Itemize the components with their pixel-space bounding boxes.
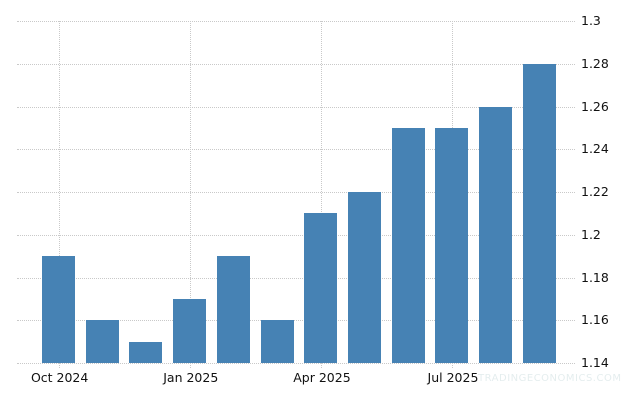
- y-gridline: [17, 320, 575, 322]
- y-gridline: [17, 363, 575, 364]
- y-tick-label: 1.2: [581, 226, 601, 242]
- y-tick-label: 1.22: [581, 184, 609, 200]
- y-gridline: [17, 63, 575, 65]
- quarter-gridline: [58, 21, 60, 368]
- watermark: TRADINGECONOMICS.COM: [478, 373, 622, 384]
- bar: [479, 106, 513, 363]
- y-gridline: [17, 277, 575, 279]
- x-tick-label: Oct 2024: [30, 370, 89, 385]
- bar: [216, 256, 250, 363]
- y-tick-label: 1.24: [581, 141, 609, 157]
- y-tick-label: 1.14: [581, 355, 609, 371]
- bar: [304, 213, 338, 363]
- bar: [173, 298, 207, 363]
- y-gridline: [17, 106, 575, 108]
- bar: [435, 127, 469, 363]
- y-tick-label: 1.16: [581, 312, 609, 328]
- bar: [522, 63, 556, 363]
- quarter-gridline: [189, 21, 191, 368]
- y-tick-label: 1.26: [581, 98, 609, 114]
- y-tick-label: 1.18: [581, 269, 609, 285]
- y-gridline: [17, 234, 575, 236]
- bar: [348, 192, 382, 363]
- y-tick-label: 1.28: [581, 55, 609, 71]
- x-tick-label: Jan 2025: [163, 370, 219, 385]
- y-gridline: [17, 149, 575, 151]
- bar: [42, 256, 75, 363]
- quarter-gridline: [320, 21, 322, 368]
- bar: [129, 341, 163, 363]
- bar: [391, 127, 425, 363]
- x-tick-label: Jul 2025: [427, 370, 479, 385]
- bar: [85, 320, 119, 363]
- x-tick-label: Apr 2025: [293, 370, 351, 385]
- y-tick-label: 1.3: [581, 13, 601, 29]
- y-gridline: [17, 192, 575, 193]
- bar: [260, 320, 294, 363]
- y-gridline: [17, 21, 575, 22]
